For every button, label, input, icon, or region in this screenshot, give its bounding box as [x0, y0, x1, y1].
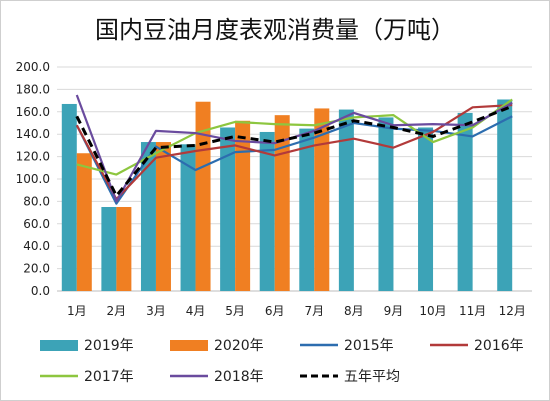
y-tick-label: 140.0	[16, 127, 50, 141]
y-tick-label: 40.0	[23, 239, 50, 253]
y-tick-label: 160.0	[16, 105, 50, 119]
legend-label: 2019年	[84, 338, 134, 354]
legend-item-五年平均: 五年平均	[300, 369, 400, 385]
y-tick-label: 200.0	[16, 60, 50, 74]
x-tick-label: 11月	[459, 304, 486, 318]
x-tick-label: 10月	[419, 304, 446, 318]
x-tick-label: 8月	[344, 304, 364, 318]
y-tick-label: 180.0	[16, 82, 50, 96]
legend-item-2020年: 2020年	[170, 338, 264, 354]
legend-item-2015年: 2015年	[300, 338, 394, 354]
bar-2020年-5月	[235, 120, 251, 291]
bar-2019年-8月	[338, 109, 354, 291]
legend-item-2019年: 2019年	[40, 338, 134, 354]
bar-2020年-3月	[155, 142, 171, 291]
y-tick-label: 100.0	[16, 172, 50, 186]
bar-2019年-5月	[220, 127, 236, 291]
bar-2019年-6月	[259, 131, 275, 291]
x-tick-label: 5月	[225, 304, 245, 318]
bar-2019年-9月	[378, 117, 394, 292]
x-tick-label: 9月	[384, 304, 404, 318]
legend-item-2017年: 2017年	[40, 369, 134, 385]
bar-2019年-4月	[180, 144, 196, 291]
bar-2019年-1月	[61, 103, 77, 292]
y-tick-label: 20.0	[23, 262, 50, 276]
x-tick-label: 2月	[107, 304, 127, 318]
legend-label: 2018年	[214, 369, 264, 385]
bar-2020年-6月	[274, 115, 290, 291]
legend-label: 2017年	[84, 369, 134, 385]
x-axis-tick-labels: 1月 2月 3月 4月 5月 6月 7月 8月 9月 10月 11月 12月	[67, 304, 526, 318]
x-tick-label: 1月	[67, 304, 87, 318]
bars	[61, 99, 513, 292]
y-tick-label: 60.0	[23, 217, 50, 231]
legend-swatch	[40, 340, 78, 351]
legend-label: 五年平均	[344, 369, 400, 385]
x-tick-label: 12月	[499, 304, 526, 318]
legend-label: 2015年	[344, 338, 394, 354]
bar-2020年-2月	[116, 207, 132, 291]
bar-2019年-7月	[299, 128, 315, 291]
bar-2019年-11月	[457, 112, 473, 291]
y-tick-label: 120.0	[16, 150, 50, 164]
bar-2020年-7月	[314, 108, 330, 291]
bar-2019年-10月	[418, 127, 434, 291]
y-axis-tick-labels: 0.0 20.0 40.0 60.0 80.0 100.0 120.0 140.0 160.0 1…	[16, 60, 50, 298]
line-series-2016年	[75, 103, 513, 201]
chart-title: 国内豆油月度表观消费量（万吨）	[95, 16, 455, 44]
bar-2020年-1月	[76, 153, 92, 291]
series-lines	[75, 94, 513, 205]
y-tick-label: 0.0	[31, 284, 50, 298]
line-series-2017年	[76, 98, 513, 176]
x-tick-label: 3月	[146, 304, 166, 318]
legend-label: 2016年	[474, 338, 524, 354]
legend-swatch	[170, 340, 208, 351]
bar-2019年-12月	[497, 99, 513, 291]
x-tick-label: 4月	[186, 304, 206, 318]
x-tick-label: 6月	[265, 304, 285, 318]
line-series-五年平均	[75, 104, 513, 198]
bar-2019年-3月	[140, 142, 156, 291]
legend: 2019年 2020年 2015年 2016年 2017年 2018年 五年平均	[40, 338, 524, 385]
bar-2019年-2月	[101, 207, 117, 291]
legend-item-2018年: 2018年	[170, 369, 264, 385]
grid-lines	[57, 66, 532, 292]
legend-item-2016年: 2016年	[430, 338, 524, 354]
legend-label: 2020年	[214, 338, 264, 354]
y-tick-label: 80.0	[23, 194, 50, 208]
x-tick-label: 7月	[304, 304, 324, 318]
